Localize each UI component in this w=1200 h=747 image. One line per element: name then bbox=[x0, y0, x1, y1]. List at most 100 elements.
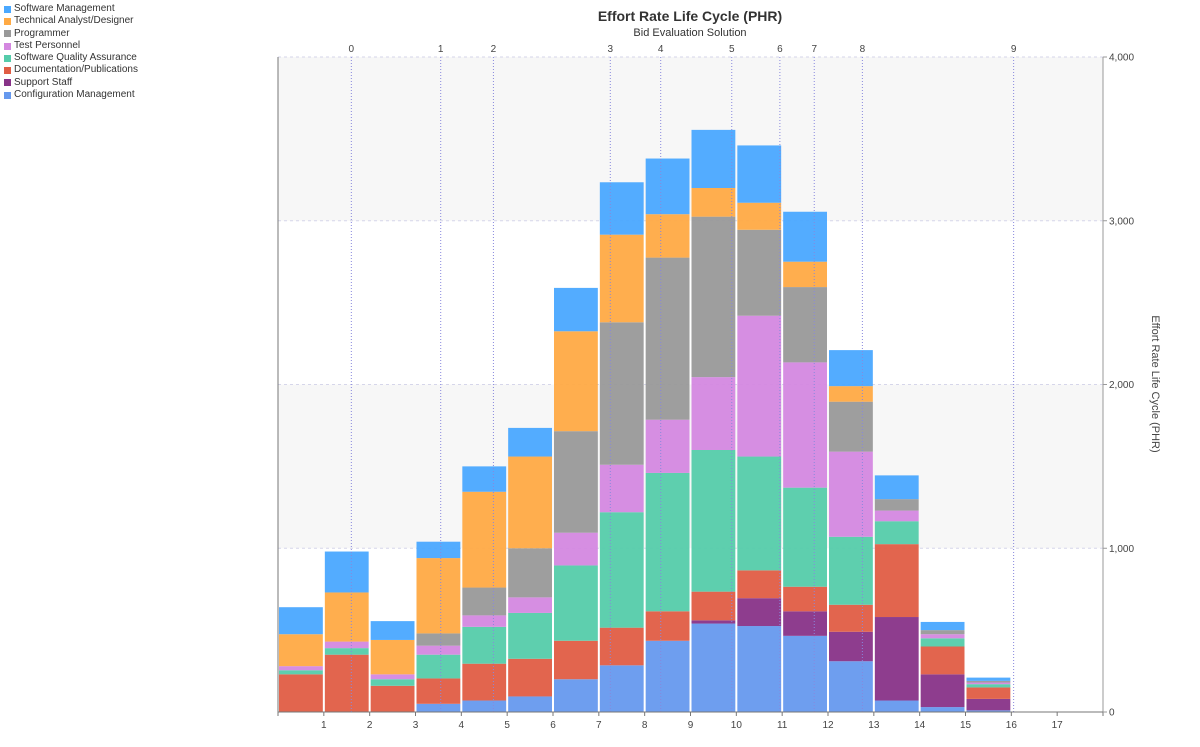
bar-segment bbox=[324, 592, 369, 642]
legend-item-software-management[interactable]: Software Management bbox=[4, 3, 138, 15]
bar-segment bbox=[462, 663, 507, 701]
bar-segment bbox=[874, 544, 919, 618]
bar-segment bbox=[966, 680, 1011, 683]
legend-swatch bbox=[4, 5, 11, 13]
bar-segment bbox=[874, 475, 919, 500]
bar-segment bbox=[874, 521, 919, 545]
bar-segment bbox=[691, 188, 736, 217]
legend-label: Programmer bbox=[14, 27, 70, 39]
bar-segment bbox=[691, 377, 736, 450]
bar-segment bbox=[508, 612, 552, 659]
legend-label: Support Staff bbox=[14, 76, 73, 88]
bar-segment bbox=[416, 558, 461, 634]
bar-segment bbox=[462, 587, 507, 616]
bar-segment bbox=[737, 145, 782, 203]
x-tick-label: 3 bbox=[413, 720, 419, 731]
bar-segment bbox=[508, 548, 552, 598]
bar-segment bbox=[370, 639, 415, 675]
bar-segment bbox=[783, 611, 827, 636]
legend-item-technical-analyst-designer[interactable]: Technical Analyst/Designer bbox=[4, 15, 138, 27]
bar-segment bbox=[508, 456, 552, 549]
bar-segment bbox=[416, 703, 461, 712]
x-tick-label: 14 bbox=[914, 720, 926, 731]
bar-segment bbox=[966, 698, 1011, 711]
x-tick-label: 12 bbox=[822, 720, 834, 731]
bar-segment bbox=[416, 633, 461, 646]
bar-segment bbox=[462, 491, 507, 588]
bar-segment bbox=[966, 677, 1011, 681]
bar-segment bbox=[508, 658, 552, 697]
x-tick-label: 4 bbox=[459, 720, 465, 731]
bar-segment bbox=[966, 682, 1011, 685]
bar-segment bbox=[783, 635, 827, 712]
bar-segment bbox=[737, 315, 782, 457]
bar-segment bbox=[966, 710, 1011, 712]
bar-segment bbox=[645, 158, 690, 215]
axes: 1 2 3 4 5 6 7 8 9 10 11 12 13 14 15 16 1701,0002,0003,00… bbox=[277, 53, 1134, 731]
bar-segment bbox=[462, 615, 507, 627]
x-tick-label: 15 bbox=[960, 720, 972, 731]
bar-segment bbox=[554, 532, 598, 566]
legend-item-programmer[interactable]: Programmer bbox=[4, 28, 138, 40]
bar-segment bbox=[599, 322, 644, 465]
bar-segment bbox=[691, 623, 736, 712]
bar-segment bbox=[829, 631, 873, 662]
bar-segment bbox=[645, 611, 690, 641]
bars bbox=[279, 129, 1011, 712]
bar-segment bbox=[324, 641, 369, 649]
bar-segment bbox=[370, 685, 415, 712]
bar-segment bbox=[691, 216, 736, 378]
legend-swatch bbox=[4, 17, 11, 25]
legend-item-support-staff[interactable]: Support Staff bbox=[4, 77, 138, 89]
x-tick-label: 5 bbox=[504, 720, 510, 731]
bar-segment bbox=[783, 362, 827, 488]
bar-segment bbox=[462, 466, 507, 492]
plot-band bbox=[278, 57, 1103, 221]
bar-segment bbox=[829, 401, 873, 452]
bar-segment bbox=[370, 679, 415, 686]
y-tick-label: 2,000 bbox=[1109, 380, 1134, 391]
legend-item-configuration-management[interactable]: Configuration Management bbox=[4, 89, 138, 101]
bar-segment bbox=[554, 679, 598, 712]
bar-segment bbox=[691, 129, 736, 188]
bar-segment bbox=[416, 654, 461, 679]
bar-segment bbox=[874, 617, 919, 701]
bar-segment bbox=[416, 678, 461, 704]
bar-segment bbox=[599, 234, 644, 323]
bar-segment bbox=[370, 674, 415, 680]
milestone-label: 2 bbox=[491, 44, 497, 55]
bar-segment bbox=[645, 640, 690, 712]
legend-item-test-personnel[interactable]: Test Personnel bbox=[4, 40, 138, 52]
legend-label: Test Personnel bbox=[14, 39, 81, 51]
bar-segment bbox=[508, 427, 552, 457]
legend-swatch bbox=[4, 54, 11, 62]
bar-segment bbox=[829, 386, 873, 402]
x-tick-label: 9 bbox=[688, 720, 694, 731]
bar-segment bbox=[829, 536, 873, 605]
milestone-label: 4 bbox=[658, 44, 664, 55]
milestones: 0 1 2 3 4 5 6 7 8 9 bbox=[349, 44, 1017, 712]
milestone-label: 6 bbox=[777, 44, 783, 55]
bar-segment bbox=[370, 621, 415, 640]
chart-title: Effort Rate Life Cycle (PHR) bbox=[597, 8, 783, 24]
bar-segment bbox=[599, 512, 644, 628]
legend-swatch bbox=[4, 30, 11, 38]
bar-segment bbox=[462, 700, 507, 712]
legend-label: Configuration Management bbox=[14, 89, 135, 101]
x-tick-label: 17 bbox=[1052, 720, 1064, 731]
legend-item-documentation-publications[interactable]: Documentation/Publications bbox=[4, 64, 138, 76]
milestone-label: 0 bbox=[349, 44, 355, 55]
milestone-label: 1 bbox=[438, 44, 444, 55]
bar-segment bbox=[691, 591, 736, 621]
bar-segment bbox=[966, 684, 1011, 688]
chart-subtitle: Bid Evaluation Solution bbox=[633, 27, 747, 39]
bar-segment bbox=[324, 654, 369, 712]
legend: Software Management Technical Analyst/De… bbox=[4, 3, 138, 101]
x-tick-label: 8 bbox=[642, 720, 648, 731]
y-tick-label: 0 bbox=[1109, 708, 1115, 719]
plot-band bbox=[278, 384, 1103, 549]
bar-segment bbox=[920, 638, 965, 647]
legend-item-software-quality-assurance[interactable]: Software Quality Assurance bbox=[4, 52, 138, 64]
